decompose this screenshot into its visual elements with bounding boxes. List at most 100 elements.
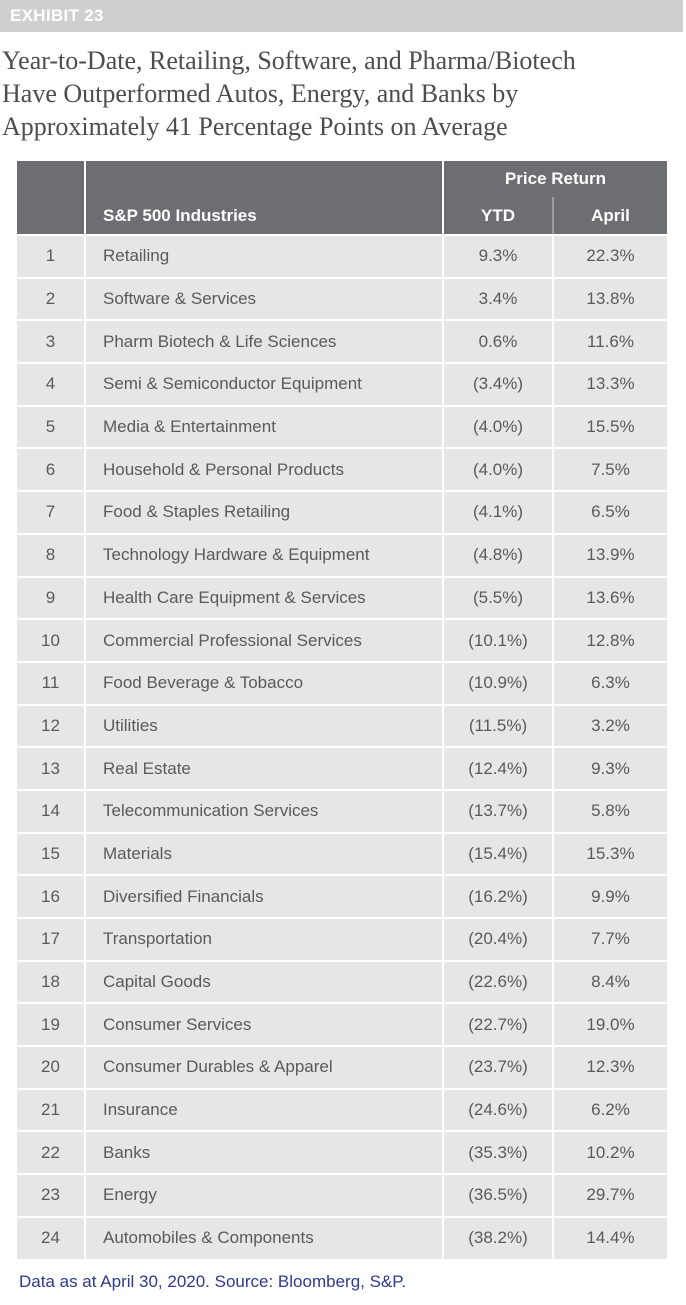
ytd-cell: (4.1%) xyxy=(442,490,552,533)
table-row: 14 Telecommunication Services (13.7%) 5.8% xyxy=(17,788,667,832)
rank-cell: 15 xyxy=(17,831,84,875)
industry-cell: Software & Services xyxy=(84,276,442,320)
rank-cell: 7 xyxy=(17,490,84,533)
table-row: 20 Consumer Durables & Apparel (23.7%) 12.3… xyxy=(17,1045,667,1088)
ytd-cell: (16.2%) xyxy=(442,874,552,917)
april-cell: 9.9% xyxy=(552,874,667,917)
april-cell: 13.3% xyxy=(552,362,667,405)
industry-cell: Capital Goods xyxy=(84,959,442,1003)
industry-cell: Consumer Durables & Apparel xyxy=(84,1045,442,1088)
ytd-cell: (11.5%) xyxy=(442,703,552,747)
industry-cell: Consumer Services xyxy=(84,1002,442,1046)
rank-cell: 17 xyxy=(17,917,84,960)
table-body: 1 Retailing 9.3% 22.3% 2 Software & Services 3… xyxy=(17,234,667,1259)
table-row: 22 Banks (35.3%) 10.2% xyxy=(17,1130,667,1174)
exhibit-banner: EXHIBIT 23 xyxy=(0,0,683,32)
april-cell: 12.3% xyxy=(552,1045,667,1088)
rank-cell: 13 xyxy=(17,746,84,789)
ytd-cell: (38.2%) xyxy=(442,1215,552,1259)
industry-cell: Telecommunication Services xyxy=(84,788,442,832)
industry-cell: Retailing xyxy=(84,234,442,277)
header-price-return: Price Return xyxy=(442,161,667,197)
industry-cell: Food & Staples Retailing xyxy=(84,490,442,533)
rank-cell: 8 xyxy=(17,532,84,576)
rank-cell: 6 xyxy=(17,447,84,491)
header-april: April xyxy=(552,197,667,234)
rank-cell: 19 xyxy=(17,1002,84,1046)
april-cell: 7.5% xyxy=(552,447,667,491)
industry-cell: Insurance xyxy=(84,1087,442,1131)
april-cell: 19.0% xyxy=(552,1002,667,1046)
april-cell: 10.2% xyxy=(552,1130,667,1174)
table-row: 4 Semi & Semiconductor Equipment (3.4%) 13.… xyxy=(17,362,667,405)
industry-cell: Real Estate xyxy=(84,746,442,789)
april-cell: 5.8% xyxy=(552,788,667,832)
table-row: 21 Insurance (24.6%) 6.2% xyxy=(17,1087,667,1131)
rank-cell: 4 xyxy=(17,362,84,405)
rank-cell: 9 xyxy=(17,575,84,619)
table-row: 18 Capital Goods (22.6%) 8.4% xyxy=(17,959,667,1003)
rank-cell: 1 xyxy=(17,234,84,277)
table-row: 6 Household & Personal Products (4.0%) 7.5% xyxy=(17,447,667,491)
april-cell: 6.2% xyxy=(552,1087,667,1131)
april-cell: 14.4% xyxy=(552,1215,667,1259)
ytd-cell: (23.7%) xyxy=(442,1045,552,1088)
april-cell: 11.6% xyxy=(552,319,667,363)
chart-title: Year-to-Date, Retailing, Software, and P… xyxy=(2,44,682,143)
rank-cell: 12 xyxy=(17,703,84,747)
industry-cell: Banks xyxy=(84,1130,442,1174)
table-row: 3 Pharm Biotech & Life Sciences 0.6% 11.6% xyxy=(17,319,667,363)
table-row: 9 Health Care Equipment & Services (5.5%) 1… xyxy=(17,575,667,619)
rank-cell: 24 xyxy=(17,1215,84,1259)
ytd-cell: (13.7%) xyxy=(442,788,552,832)
april-cell: 29.7% xyxy=(552,1173,667,1216)
rank-cell: 21 xyxy=(17,1087,84,1131)
header-industries-top xyxy=(84,161,442,197)
industry-cell: Food Beverage & Tobacco xyxy=(84,660,442,704)
industry-cell: Semi & Semiconductor Equipment xyxy=(84,362,442,405)
rank-cell: 5 xyxy=(17,404,84,448)
table-row: 7 Food & Staples Retailing (4.1%) 6.5% xyxy=(17,490,667,533)
april-cell: 8.4% xyxy=(552,959,667,1003)
april-cell: 7.7% xyxy=(552,917,667,960)
table-row: 15 Materials (15.4%) 15.3% xyxy=(17,831,667,875)
ytd-cell: (20.4%) xyxy=(442,917,552,960)
table-row: 5 Media & Entertainment (4.0%) 15.5% xyxy=(17,404,667,448)
rank-cell: 2 xyxy=(17,276,84,320)
industry-cell: Diversified Financials xyxy=(84,874,442,917)
table-row: 11 Food Beverage & Tobacco (10.9%) 6.3% xyxy=(17,660,667,704)
industry-cell: Energy xyxy=(84,1173,442,1216)
ytd-cell: (24.6%) xyxy=(442,1087,552,1131)
ytd-cell: (22.6%) xyxy=(442,959,552,1003)
rank-cell: 11 xyxy=(17,660,84,704)
industry-cell: Media & Entertainment xyxy=(84,404,442,448)
ytd-cell: 3.4% xyxy=(442,276,552,320)
header-industries: S&P 500 Industries xyxy=(84,197,442,234)
ytd-cell: (10.9%) xyxy=(442,660,552,704)
table-row: 24 Automobiles & Components (38.2%) 14.4% xyxy=(17,1215,667,1259)
ytd-cell: (15.4%) xyxy=(442,831,552,875)
ytd-cell: (35.3%) xyxy=(442,1130,552,1174)
april-cell: 6.3% xyxy=(552,660,667,704)
ytd-cell: 0.6% xyxy=(442,319,552,363)
industry-cell: Pharm Biotech & Life Sciences xyxy=(84,319,442,363)
footnote: Data as at April 30, 2020. Source: Bloom… xyxy=(19,1272,407,1291)
table-row: 2 Software & Services 3.4% 13.8% xyxy=(17,276,667,320)
rank-cell: 3 xyxy=(17,319,84,363)
april-cell: 13.9% xyxy=(552,532,667,576)
industry-cell: Utilities xyxy=(84,703,442,747)
ytd-cell: (4.8%) xyxy=(442,532,552,576)
rank-cell: 16 xyxy=(17,874,84,917)
april-cell: 3.2% xyxy=(552,703,667,747)
rank-cell: 14 xyxy=(17,788,84,832)
april-cell: 15.5% xyxy=(552,404,667,448)
ytd-cell: (3.4%) xyxy=(442,362,552,405)
rank-cell: 23 xyxy=(17,1173,84,1216)
rank-cell: 20 xyxy=(17,1045,84,1088)
industry-cell: Household & Personal Products xyxy=(84,447,442,491)
rank-cell: 22 xyxy=(17,1130,84,1174)
title-line-1: Year-to-Date, Retailing, Software, and P… xyxy=(2,46,576,75)
table-row: 12 Utilities (11.5%) 3.2% xyxy=(17,703,667,747)
exhibit-label: EXHIBIT 23 xyxy=(10,6,104,25)
april-cell: 9.3% xyxy=(552,746,667,789)
